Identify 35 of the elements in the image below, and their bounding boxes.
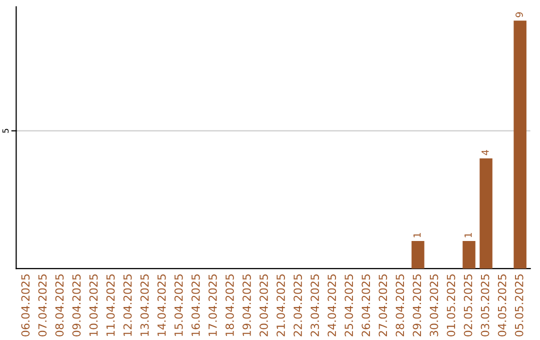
x-tick-label: 23.04.2025 [310,274,320,336]
x-tick-label: 15.04.2025 [174,274,183,336]
x-tick-label: 18.04.2025 [226,274,234,336]
x-tick-label: 26.04.2025 [362,274,370,336]
x-tick-label: 02.05.2025 [464,274,472,336]
x-tick-label: 30.04.2025 [430,274,438,336]
ref-line-label: 5 [2,128,9,133]
x-tick-label: 08.04.2025 [55,274,64,336]
data-label: 4 [482,150,489,156]
x-tick-label: 27.04.2025 [378,274,388,336]
x-tick-label: 12.04.2025 [123,274,132,336]
x-tick-label: 25.04.2025 [344,274,354,336]
x-tick-label: 28.04.2025 [396,274,404,336]
data-label: 9 [516,12,523,18]
x-tick-label: 19.04.2025 [242,274,251,336]
x-tick-label: 29.04.2025 [412,274,422,336]
x-tick-label: 22.04.2025 [294,274,302,336]
x-tick-label: 13.04.2025 [140,274,149,336]
x-tick-label: 05.05.2025 [514,274,524,336]
x-tick-label: 24.04.2025 [328,274,336,336]
x-tick-label: 10.04.2025 [89,274,98,336]
x-tick-label: 21.04.2025 [276,274,285,336]
x-tick-label: 06.04.2025 [21,274,30,336]
x-tick-label: 11.04.2025 [106,274,115,336]
x-tick-label: 20.04.2025 [260,274,268,336]
x-tick-label: 16.04.2025 [191,274,200,336]
data-label: 1 [464,232,472,238]
data-label: 1 [414,232,421,238]
x-tick-label: 09.04.2025 [72,274,81,336]
x-tick-label: 14.04.2025 [157,274,166,336]
x-tick-label: 07.04.2025 [38,274,47,336]
x-tick-label: 03.05.2025 [480,274,490,336]
x-tick-label: 01.05.2025 [446,274,456,336]
x-tick-label: 17.04.2025 [208,274,217,336]
x-tick-label: 04.05.2025 [498,274,506,336]
